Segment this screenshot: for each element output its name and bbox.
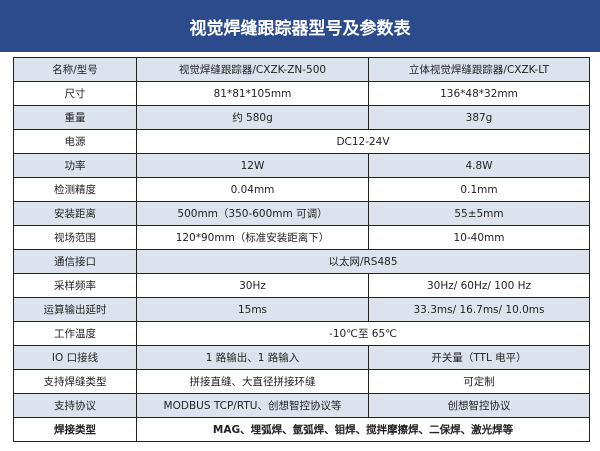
table-row: 检测精度 0.04mm 0.1mm — [13, 177, 590, 202]
row-label: 重量 — [13, 105, 137, 130]
cell: 12W — [136, 153, 369, 178]
cell: 30Hz — [136, 273, 369, 298]
cell: DC12-24V — [136, 129, 590, 154]
table-row: 运算输出延时 15ms 33.3ms/ 16.7ms/ 10.0ms — [13, 297, 590, 322]
row-label: 采样频率 — [13, 273, 137, 298]
cell: 120*90mm（标准安装距离下） — [136, 225, 369, 250]
cell: 拼接直缝、大直径拼接环缝 — [136, 369, 369, 394]
cell: 0.1mm — [368, 177, 590, 202]
cell: 约 580g — [136, 105, 369, 130]
row-label: 支持协议 — [13, 393, 137, 418]
row-label: 视场范围 — [13, 225, 137, 250]
row-label: 运算输出延时 — [13, 297, 137, 322]
cell: 创想智控协议 — [368, 393, 590, 418]
row-label: 检测精度 — [13, 177, 137, 202]
cell: 55±5mm — [368, 201, 590, 226]
table-row: 支持焊缝类型 拼接直缝、大直径拼接环缝 可定制 — [13, 369, 590, 394]
table-row: 通信接口 以太网/RS485 — [13, 249, 590, 274]
cell: 可定制 — [368, 369, 590, 394]
table-row: 支持协议 MODBUS TCP/RTU、创想智控协议等 创想智控协议 — [13, 393, 590, 418]
cell: 30Hz/ 60Hz/ 100 Hz — [368, 273, 590, 298]
cell: 0.04mm — [136, 177, 369, 202]
table-row: 视场范围 120*90mm（标准安装距离下） 10-40mm — [13, 225, 590, 250]
spec-table: 名称/型号 视觉焊缝跟踪器/CXZK-ZN-500 立体视觉焊缝跟踪器/CXZK-L… — [13, 57, 590, 442]
cell: 136*48*32mm — [368, 81, 590, 106]
table-row: 功率 12W 4.8W — [13, 153, 590, 178]
cell: 33.3ms/ 16.7ms/ 10.0ms — [368, 297, 590, 322]
table-row: 电源 DC12-24V — [13, 129, 590, 154]
cell: -10℃至 65℃ — [136, 321, 590, 346]
cell: 开关量（TTL 电平） — [368, 345, 590, 370]
cell: 以太网/RS485 — [136, 249, 590, 274]
cell: 15ms — [136, 297, 369, 322]
cell: MAG、埋弧焊、氩弧焊、钼焊、搅拌摩擦焊、二保焊、激光焊等 — [136, 417, 590, 442]
row-label: 尺寸 — [13, 81, 137, 106]
row-label: 电源 — [13, 129, 137, 154]
cell: 1 路输出、1 路输入 — [136, 345, 369, 370]
cell: 视觉焊缝跟踪器/CXZK-ZN-500 — [136, 57, 369, 82]
cell: 10-40mm — [368, 225, 590, 250]
row-label: 焊接类型 — [13, 417, 137, 442]
row-label: IO 口接线 — [13, 345, 137, 370]
cell: 81*81*105mm — [136, 81, 369, 106]
table-row: 工作温度 -10℃至 65℃ — [13, 321, 590, 346]
cell: 4.8W — [368, 153, 590, 178]
cell: 500mm（350-600mm 可调） — [136, 201, 369, 226]
row-label: 名称/型号 — [13, 57, 137, 82]
table-row: 安装距离 500mm（350-600mm 可调） 55±5mm — [13, 201, 590, 226]
table-row: 尺寸 81*81*105mm 136*48*32mm — [13, 81, 590, 106]
cell: 387g — [368, 105, 590, 130]
row-label: 支持焊缝类型 — [13, 369, 137, 394]
cell: 立体视觉焊缝跟踪器/CXZK-LT — [368, 57, 590, 82]
row-label: 通信接口 — [13, 249, 137, 274]
table-row: 重量约 580g 387g — [13, 105, 590, 130]
title: 视觉焊缝跟踪器型号及参数表 — [0, 0, 600, 52]
table-row: 焊接类型 MAG、埋弧焊、氩弧焊、钼焊、搅拌摩擦焊、二保焊、激光焊等 — [13, 417, 590, 442]
cell: MODBUS TCP/RTU、创想智控协议等 — [136, 393, 369, 418]
row-label: 工作温度 — [13, 321, 137, 346]
table-row: IO 口接线 1 路输出、1 路输入 开关量（TTL 电平） — [13, 345, 590, 370]
table-row: 名称/型号 视觉焊缝跟踪器/CXZK-ZN-500 立体视觉焊缝跟踪器/CXZK-L… — [13, 57, 590, 82]
table-row: 采样频率 30Hz 30Hz/ 60Hz/ 100 Hz — [13, 273, 590, 298]
row-label: 安装距离 — [13, 201, 137, 226]
row-label: 功率 — [13, 153, 137, 178]
